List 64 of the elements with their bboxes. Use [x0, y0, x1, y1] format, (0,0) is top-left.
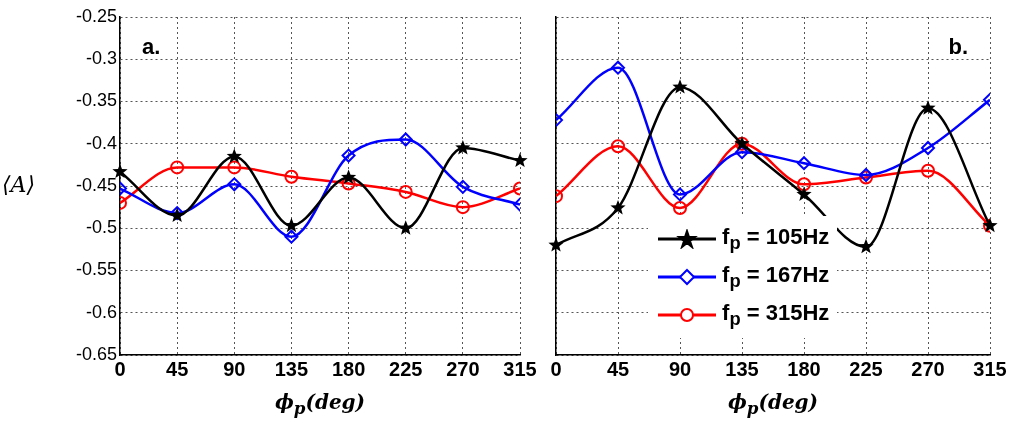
x-axis-title: ϕ$_{p}$(deg) [274, 390, 366, 418]
y-tick-label: -0.6 [85, 301, 117, 322]
y-tick-label: -0.25 [75, 5, 117, 26]
x-tick-label: 315 [973, 357, 1007, 380]
point [735, 145, 749, 160]
x-tick-label: 0 [550, 357, 562, 380]
point [455, 179, 470, 194]
point [284, 169, 299, 184]
point [398, 184, 413, 199]
x-axis-title: ϕ$_{p}$(deg) [727, 390, 819, 418]
x-tick-label: 315 [503, 357, 537, 380]
point [340, 169, 357, 185]
point [797, 156, 811, 171]
point [921, 163, 935, 178]
x-tick-label: 90 [223, 357, 246, 380]
x-tick-label: 90 [668, 357, 692, 380]
legend-label: f$_{p}$ = 315Hz [722, 299, 830, 331]
point [398, 220, 414, 235]
y-axis-title: ⟨A⟩ [2, 172, 36, 197]
point [455, 200, 470, 215]
x-tick-label: 135 [274, 357, 309, 380]
legend-label: f$_{p}$ = 105Hz [722, 223, 830, 255]
legend-label: f$_{p}$ = 167Hz [722, 261, 830, 293]
annotation: b. [948, 34, 968, 60]
point [170, 160, 185, 175]
x-tick-label: 135 [725, 357, 759, 380]
point [227, 177, 242, 192]
x-tick-label: 225 [849, 357, 883, 380]
point [548, 237, 564, 252]
point [227, 160, 242, 175]
point [858, 238, 874, 254]
point [673, 187, 687, 202]
point [797, 177, 811, 192]
x-tick-label: 180 [787, 357, 821, 380]
point [284, 229, 299, 244]
point [921, 140, 935, 155]
x-tick-label: 45 [606, 357, 630, 380]
y-tick-label: -0.5 [85, 217, 117, 238]
y-tick-label: -0.45 [75, 174, 117, 195]
y-tick-label: -0.3 [85, 48, 117, 69]
point [920, 100, 936, 115]
point [673, 200, 687, 215]
y-tick-label: -0.4 [85, 132, 117, 153]
point [112, 163, 128, 179]
point [796, 186, 812, 201]
point [341, 148, 356, 163]
x-tick-label: 45 [166, 357, 189, 380]
y-tick-label: -0.65 [75, 343, 117, 364]
annotation: a. [142, 34, 161, 60]
point [982, 217, 998, 233]
point [398, 132, 413, 147]
point [611, 60, 625, 75]
x-tick-label: 180 [331, 357, 366, 380]
point [455, 139, 471, 155]
point [512, 152, 528, 168]
x-tick-label: 225 [389, 357, 423, 380]
point [610, 199, 626, 215]
y-tick-label: -0.55 [75, 259, 117, 280]
x-tick-label: 270 [911, 357, 945, 380]
y-tick-label: -0.35 [75, 90, 117, 111]
point [672, 79, 688, 94]
point [226, 148, 242, 163]
x-tick-label: 270 [446, 357, 480, 380]
point [611, 139, 625, 154]
